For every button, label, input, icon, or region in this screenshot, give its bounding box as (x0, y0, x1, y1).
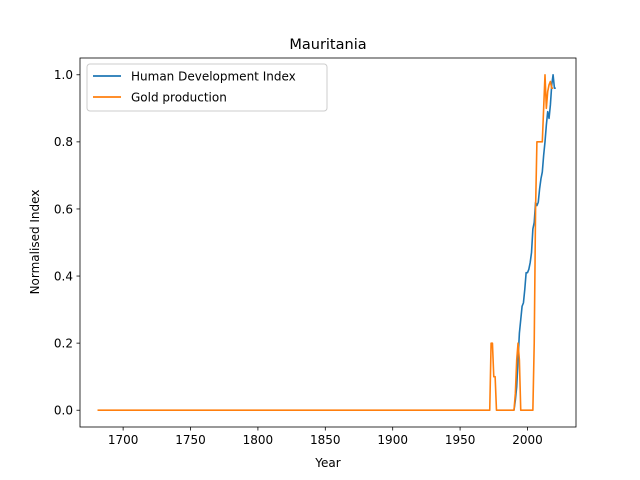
y-axis-ticks: 0.0 0.2 0.4 0.6 0.8 1.0 (54, 68, 80, 418)
plot-frame (79, 57, 577, 428)
y-tick-label: 0.0 (54, 404, 73, 418)
legend-label-gold: Gold production (131, 91, 227, 105)
x-tick-label: 1800 (243, 433, 274, 447)
x-tick-label: 1900 (377, 433, 408, 447)
chart-title: Mauritania (289, 37, 366, 53)
x-tick-label: 1850 (310, 433, 341, 447)
x-tick-label: 1950 (445, 433, 476, 447)
y-tick-label: 0.4 (54, 269, 73, 283)
x-tick-label: 2000 (512, 433, 543, 447)
y-axis-title: Normalised Index (28, 190, 42, 295)
x-tick-label: 1750 (175, 433, 206, 447)
plot-lines (97, 73, 556, 412)
y-tick-label: 0.6 (54, 202, 73, 216)
legend-box (86, 63, 328, 112)
series-line-1 (97, 73, 554, 412)
x-axis-title: Year (314, 456, 340, 470)
y-tick-label: 0.8 (54, 135, 73, 149)
legend: Human Development Index Gold production (86, 63, 328, 112)
legend-label-hdi: Human Development Index (131, 70, 296, 84)
x-tick-label: 1700 (108, 433, 139, 447)
x-axis-ticks: 1700 1750 1800 1850 1900 1950 2000 (108, 427, 543, 447)
y-tick-label: 1.0 (54, 68, 73, 82)
y-tick-label: 0.2 (54, 336, 73, 350)
